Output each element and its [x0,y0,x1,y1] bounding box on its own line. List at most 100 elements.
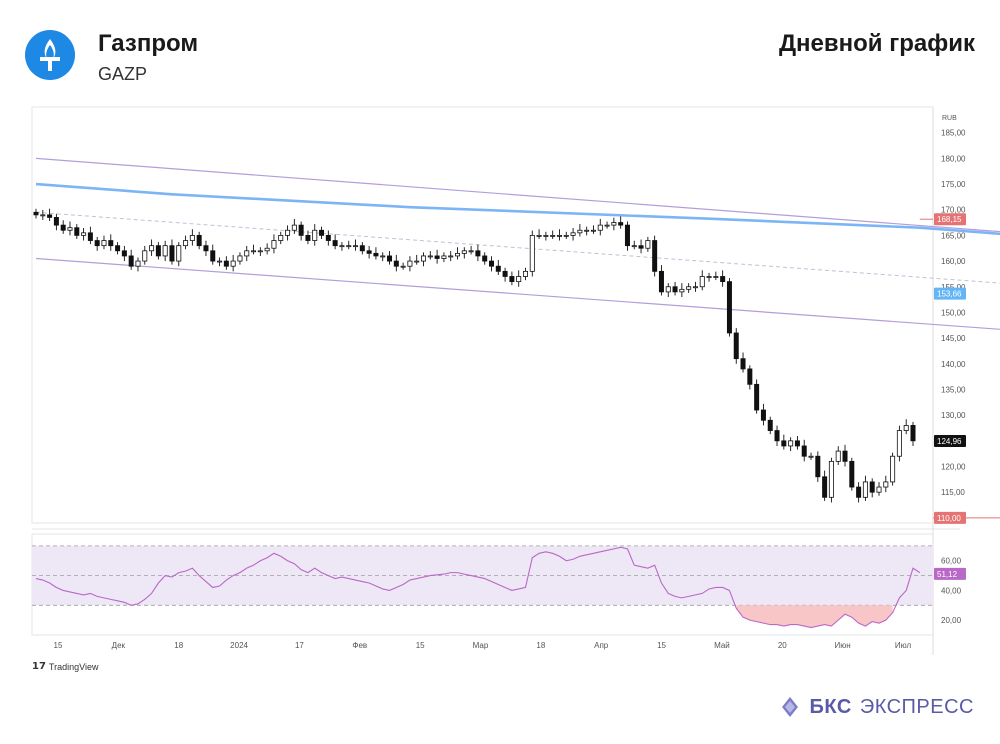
y-tick-label: 120,00 [941,463,966,472]
candle-body-down [502,270,508,277]
chart-title: Дневной график [778,30,975,57]
candle-body-down [53,217,59,226]
price-badge: 168,15 [934,213,966,226]
candle-body-down [60,224,66,231]
y-tick-label: 175,00 [941,180,966,189]
candle-body-down [108,240,114,247]
candle [203,240,209,256]
candle-body-up [380,255,386,258]
candle [890,452,896,486]
candle-body-down [298,224,304,236]
x-tick-label: 2024 [230,641,248,650]
candle [298,221,304,241]
candle-body-down [196,234,202,247]
candle-body-up [686,286,692,290]
candle [516,270,522,287]
candle-body-up [448,255,454,258]
y-tick-label: 155,00 [941,283,966,292]
candle-body-down [121,250,127,257]
candle [414,254,420,265]
y-tick-label: 150,00 [941,308,966,317]
rsi-badge-label: 51,12 [937,570,958,579]
price-badge: 110,00 [934,511,966,524]
candle-body-down [760,409,766,421]
company-name: Газпром [98,30,199,57]
candle [726,278,732,337]
currency-label: RUB [942,115,957,122]
candle [217,257,223,267]
candle-body-down [856,486,862,498]
candle [74,224,80,239]
tradingview-attribution: 𝟭𝟳 TradingView [32,661,98,672]
candle-body-up [876,486,882,493]
candle-body-up [353,245,359,248]
candle-body-up [577,229,583,234]
candle-body-down [373,252,379,257]
ma200-line [35,182,1000,236]
candle [781,434,787,450]
candle [332,234,338,250]
candle-body-down [720,276,726,283]
candle-body-up [271,240,277,249]
price-badge-bg [934,287,966,300]
candle [740,352,746,373]
candle [475,244,481,262]
candle-body-down [842,450,848,462]
x-tick-label: 17 [295,641,304,650]
candle [189,229,195,246]
y-tick-label: 170,00 [941,206,966,215]
candle [142,245,148,265]
candle-body-up [645,240,651,249]
candle [87,226,93,245]
candle [237,252,243,265]
candle [692,281,698,292]
price-badge-bg [934,435,966,448]
candle [421,252,427,267]
candle [699,270,705,291]
candle-body-up [291,224,297,231]
candle-body-up [529,234,535,272]
candle [60,220,66,234]
price-pane [31,106,934,524]
candle [305,230,311,245]
candle [876,482,882,496]
candle [774,425,780,446]
candle-body-down [47,214,53,218]
candle-body-down [747,368,753,385]
candle-body-down [672,286,678,293]
candle [828,457,834,503]
candle-body-up [400,265,406,268]
candle-body-up [522,270,528,277]
channel-upper-line [35,157,1000,233]
price-badge: 153,66 [934,287,966,300]
candle-body-up [81,232,87,236]
x-tick-label: 15 [54,641,63,650]
x-tick-label: Дек [112,641,126,650]
candle-body-up [536,234,542,237]
candle-body-up [890,455,896,483]
candle [706,272,712,282]
y-tick-label: 145,00 [941,334,966,343]
candle-body-down [475,250,481,257]
bcs-brand-rest: ЭКСПРЕСС [859,695,974,718]
candle-body-down [325,234,331,241]
candle [162,240,168,262]
y-tick-label: 115,00 [941,488,965,497]
candle-body-down [488,260,494,267]
candle-body-down [203,245,209,252]
candle [393,254,399,272]
candle [788,437,794,452]
candle-body-down [740,358,746,370]
candle [794,435,800,450]
candle [373,247,379,260]
candle-body-up [665,286,671,293]
candle [645,236,651,252]
candle [760,403,766,426]
candle-body-down [210,250,216,262]
candle [47,208,53,222]
price-chart: RUB 185,00 180,00 175,00 170,00 165,00 160,00 1… [31,106,1000,655]
candle [115,242,121,255]
candle [468,245,474,255]
candle [210,244,216,265]
candle-body-up [570,232,576,236]
